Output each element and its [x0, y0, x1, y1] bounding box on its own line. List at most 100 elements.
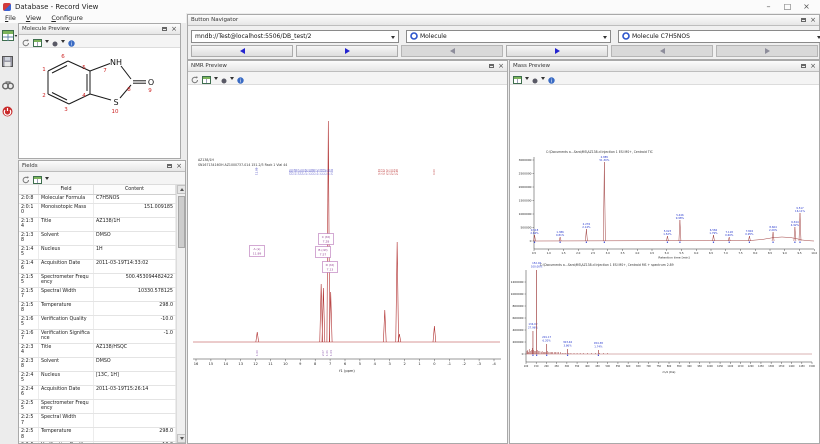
svg-text:5.023: 5.023 [664, 229, 672, 233]
table-row[interactable]: 2:1:34 Title AZ138/1H [19, 217, 176, 232]
svg-text:750: 750 [657, 365, 662, 368]
float-panel-icon[interactable] [489, 64, 495, 68]
scroll-down-button[interactable] [177, 434, 185, 443]
svg-text:7.51: 7.51 [299, 169, 303, 175]
column-content[interactable]: Content [94, 185, 176, 194]
layout-circle-icon[interactable] [52, 32, 58, 51]
table-row[interactable]: 2:1:46 Acquisition Date 2011-03-19T14:33:0… [19, 259, 176, 274]
float-panel-icon[interactable] [801, 64, 807, 68]
minimize-button[interactable]: – [766, 2, 771, 11]
combo-molecule[interactable]: Molecule C7H5NOS [618, 30, 820, 43]
field-content: AZ138/1H [94, 217, 176, 231]
info-icon[interactable]: i [237, 69, 244, 88]
svg-text:m/z (Da): m/z (Da) [663, 370, 676, 374]
info-icon[interactable]: i [68, 32, 75, 51]
svg-text:AZ138/1H: AZ138/1H [198, 158, 215, 162]
close-button[interactable]: × [803, 2, 810, 11]
menu-configure[interactable]: Configure [51, 14, 83, 22]
svg-text:4.92%: 4.92% [791, 223, 800, 227]
maximize-button[interactable]: □ [783, 2, 792, 11]
chevron-down-icon[interactable] [45, 176, 49, 180]
table-row[interactable]: 2:1:57 Spectral Width 10330.578125 [19, 287, 176, 302]
table-row[interactable]: 2:2:45 Nucleus [13C, 1H] [19, 371, 176, 386]
svg-text:650: 650 [636, 365, 641, 368]
table-row[interactable]: 2:0:8 Molecular Formula C7H5NOS [19, 195, 176, 204]
power-icon[interactable] [2, 102, 17, 121]
table-row[interactable]: 2:1:58 Temperature 298.0 [19, 301, 176, 316]
svg-text:7.28: 7.28 [323, 240, 330, 244]
svg-text:S: S [113, 98, 118, 107]
next-button[interactable] [506, 45, 608, 57]
field-id: 2:1:58 [19, 301, 39, 315]
svg-text:2.276: 2.276 [583, 222, 591, 226]
column-field[interactable]: Field [39, 185, 94, 194]
search-icon[interactable] [2, 77, 17, 96]
table-row[interactable]: 2:1:45 Nucleus 1H [19, 245, 176, 260]
next-button[interactable] [296, 45, 398, 57]
save-icon[interactable] [2, 52, 17, 71]
layout-circle-icon[interactable] [532, 69, 538, 88]
chevron-down-icon[interactable] [541, 76, 545, 80]
scrollbar-thumb[interactable] [178, 196, 185, 248]
field-id: 2:0:10 [19, 203, 39, 217]
chevron-down-icon[interactable] [214, 76, 218, 80]
combo-molecule[interactable]: Molecule [406, 30, 611, 43]
refresh-icon[interactable] [191, 69, 199, 88]
refresh-icon[interactable] [22, 32, 30, 51]
next-button [716, 45, 818, 57]
close-panel-icon[interactable]: × [810, 61, 816, 70]
table-row[interactable]: 2:1:38 Solvent DMSO [19, 231, 176, 246]
svg-text:7.14: 7.14 [319, 169, 323, 175]
table-row[interactable]: 2:0:10 Monoisotopic Mass 151.009185 [19, 203, 176, 218]
table-row[interactable]: 2:2:57 Spectral Width [19, 413, 176, 429]
close-panel-icon[interactable]: × [498, 61, 504, 70]
chevron-down-icon[interactable] [230, 76, 234, 80]
svg-text:350: 350 [575, 365, 580, 368]
record-view-icon[interactable] [2, 27, 18, 46]
table-view-icon[interactable] [33, 32, 42, 51]
menu-view[interactable]: View [25, 14, 42, 22]
table-row[interactable]: 2:2:34 Title AZ138/HSQC [19, 343, 176, 358]
svg-text:2.29%: 2.29% [769, 228, 778, 232]
table-row[interactable]: 2:2:46 Acquisition Date 2011-03-19T15:26:1… [19, 385, 176, 400]
svg-text:950: 950 [697, 365, 702, 368]
scroll-up-button[interactable] [177, 185, 185, 194]
info-icon[interactable]: i [548, 69, 555, 88]
svg-text:7.09: 7.09 [330, 169, 334, 175]
float-panel-icon[interactable] [167, 164, 173, 168]
table-row[interactable]: 2:2:58 Temperature 298.0 [19, 428, 176, 443]
float-panel-icon[interactable] [162, 27, 168, 31]
svg-text:1150: 1150 [738, 365, 744, 368]
refresh-icon[interactable] [22, 169, 30, 188]
table-row[interactable]: 2:2:55 Spectrometer Frequency [19, 399, 176, 414]
table-view-icon[interactable] [33, 169, 42, 188]
chevron-down-icon[interactable] [525, 76, 529, 80]
previous-button[interactable] [191, 45, 293, 57]
vertical-scrollbar[interactable] [176, 185, 185, 443]
table-view-icon[interactable] [513, 69, 522, 88]
float-panel-icon[interactable] [801, 18, 807, 22]
chevron-down-icon[interactable] [45, 39, 49, 43]
chevron-down-icon[interactable] [61, 39, 65, 43]
chevron-down-icon [391, 36, 395, 39]
menu-file[interactable]: File [5, 14, 16, 22]
svg-text:4: 4 [82, 93, 86, 99]
layout-circle-icon[interactable] [221, 69, 227, 88]
field-content: DMSO [94, 357, 176, 371]
svg-text:7.50: 7.50 [301, 169, 305, 175]
svg-text:SN16713416OH AZ1000737-014 1: SN16713416OH AZ1000737-014 151.2/3 Rack … [198, 163, 287, 167]
combo-database-record[interactable]: mndb://Test@localhost:5506/DB_test/2 [191, 30, 399, 43]
table-view-icon[interactable] [202, 69, 211, 88]
close-panel-icon[interactable]: × [176, 161, 182, 170]
svg-text:4: 4 [374, 362, 377, 366]
svg-text:7.28: 7.28 [312, 169, 316, 175]
close-panel-icon[interactable]: × [810, 15, 816, 24]
table-row[interactable]: 2:1:55 Spectrometer Frequency 500.45309448… [19, 273, 176, 288]
close-panel-icon[interactable]: × [171, 24, 177, 33]
table-row[interactable]: 2:2:38 Solvent DMSO [19, 357, 176, 372]
svg-text:800: 800 [667, 365, 672, 368]
table-row[interactable]: 2:1:67 Verification Significance -1.0 [19, 329, 176, 344]
table-row[interactable]: 2:1:65 Verification Quality -10.0 [19, 315, 176, 330]
molecule-toolbar: i [19, 35, 180, 48]
